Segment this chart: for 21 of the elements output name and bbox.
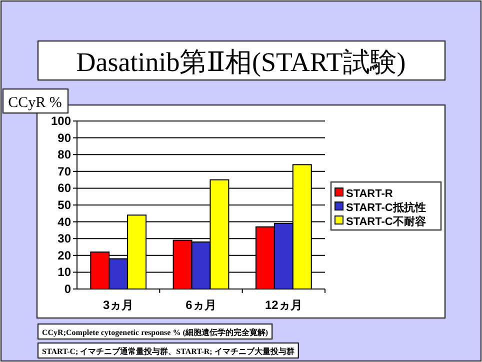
y-tick-label: 20 [58, 248, 72, 262]
y-tick-label: 80 [58, 148, 72, 162]
y-tick-label: 50 [58, 198, 72, 212]
chart-title: Dasatinib第Ⅱ相(START試験) [76, 47, 406, 77]
y-axis-title: CCyR % [8, 95, 62, 111]
text: START-C; イマチニブ通常量投与群、START-R; イマチニブ大量投与群 [42, 347, 294, 356]
x-tick-label: 3ヵ月 [102, 298, 134, 312]
y-tick-label: 0 [64, 282, 72, 296]
y-tick-label: 70 [58, 164, 72, 178]
y-tick-label: 90 [58, 130, 72, 145]
legend-label: START-R [346, 188, 393, 200]
x-tick-label: 12ヵ月 [264, 298, 302, 312]
y-tick-label: 100 [50, 114, 72, 128]
legend-label: START-C抵抗性 [346, 201, 426, 214]
y-tick-label: 40 [58, 214, 72, 229]
text: CCyR;Complete cytogenetic response % (細胞遺伝学的完全寛解) [42, 327, 268, 337]
legend-label: START-C不耐容 [346, 215, 426, 228]
y-tick-label: 30 [58, 232, 72, 246]
y-tick-label: 10 [58, 265, 72, 280]
x-tick-label: 6ヵ月 [186, 298, 216, 312]
y-tick-label: 60 [58, 181, 72, 196]
